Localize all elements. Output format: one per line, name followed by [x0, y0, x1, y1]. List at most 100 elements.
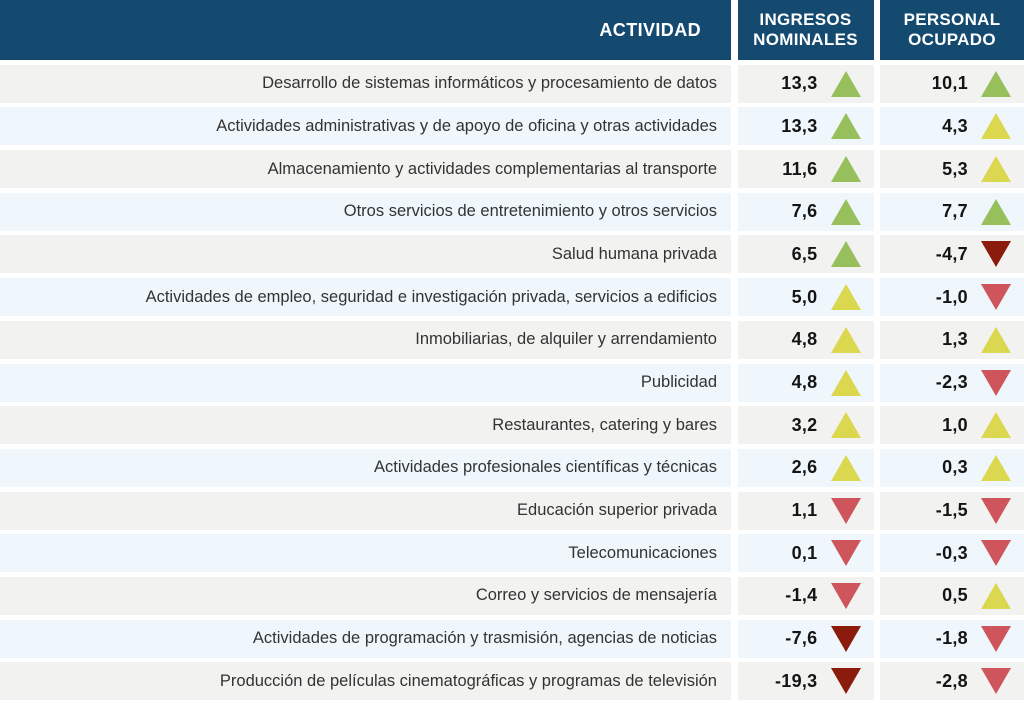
personal-value: 0,3 — [942, 457, 968, 478]
activity-label: Actividades de empleo, seguridad e inves… — [0, 278, 731, 317]
trend-up-icon — [981, 113, 1011, 140]
trend-down-icon — [830, 625, 861, 652]
ingresos-cell: 0,1 — [737, 534, 874, 573]
trend-up-icon — [830, 198, 861, 225]
ingresos-value: -1,4 — [785, 585, 818, 606]
activity-label: Inmobiliarias, de alquiler y arrendamien… — [0, 320, 731, 359]
activity-label: Actividades de programación y trasmisión… — [0, 619, 731, 658]
personal-cell: -2,3 — [880, 363, 1024, 402]
trend-up-icon — [981, 326, 1011, 353]
personal-cell: -4,7 — [880, 235, 1024, 274]
ingresos-value: 0,1 — [791, 542, 818, 563]
trend-up-icon — [830, 156, 861, 183]
personal-value: 0,5 — [942, 585, 968, 606]
personal-value: -2,8 — [935, 670, 968, 691]
trend-down-icon — [981, 540, 1011, 567]
trend-down-icon — [981, 369, 1011, 396]
ingresos-value: 6,5 — [791, 243, 818, 264]
ingresos-cell: 4,8 — [737, 320, 874, 359]
ingresos-value: 2,6 — [791, 457, 818, 478]
ingresos-value: 11,6 — [782, 158, 818, 179]
trend-down-icon — [830, 668, 861, 695]
trend-up-icon — [830, 113, 861, 140]
activity-label: Actividades administrativas y de apoyo d… — [0, 107, 731, 146]
personal-cell: -1,5 — [880, 491, 1024, 530]
ingresos-value: 4,8 — [791, 372, 818, 392]
personal-cell: 1,3 — [880, 320, 1024, 359]
activity-label: Otros servicios de entretenimiento y otr… — [0, 192, 731, 231]
personal-cell: 1,0 — [880, 406, 1024, 445]
activity-label: Correo y servicios de mensajería — [0, 576, 731, 615]
trend-up-icon — [830, 70, 861, 97]
trend-up-icon — [830, 369, 861, 396]
personal-value: -4,7 — [935, 243, 968, 264]
ingresos-cell: 3,2 — [737, 406, 874, 445]
ingresos-cell: -7,6 — [737, 619, 874, 658]
ingresos-value: -19,3 — [774, 670, 818, 691]
trend-down-icon — [830, 582, 861, 609]
personal-value: 1,3 — [942, 329, 968, 350]
personal-cell: 10,1 — [880, 64, 1024, 103]
trend-up-icon — [830, 326, 861, 353]
ingresos-cell: 11,6 — [737, 150, 874, 189]
ingresos-value: 1,1 — [791, 500, 818, 521]
activity-label: Desarrollo de sistemas informáticos y pr… — [0, 64, 731, 103]
trend-up-icon — [981, 412, 1011, 439]
ingresos-value: 3,2 — [791, 414, 818, 435]
personal-value: 5,3 — [942, 158, 968, 179]
trend-down-icon — [830, 497, 861, 524]
trend-down-icon — [981, 241, 1011, 268]
trend-up-icon — [981, 198, 1011, 225]
ingresos-cell: 7,6 — [737, 192, 874, 231]
ingresos-cell: 13,3 — [737, 64, 874, 103]
personal-value: 4,3 — [942, 115, 968, 136]
trend-down-icon — [981, 625, 1011, 652]
personal-value: -0,3 — [935, 542, 968, 563]
ingresos-cell: 1,1 — [737, 491, 874, 530]
ingresos-value: 13,3 — [781, 73, 818, 94]
personal-value: -2,3 — [935, 372, 968, 392]
trend-up-icon — [981, 582, 1011, 609]
activity-label: Almacenamiento y actividades complementa… — [0, 150, 731, 189]
personal-value: -1,5 — [935, 500, 968, 521]
trend-up-icon — [981, 454, 1011, 481]
ingresos-value: 13,3 — [781, 115, 818, 136]
header-activity: ACTIVIDAD — [0, 0, 731, 60]
personal-value: 1,0 — [942, 414, 968, 435]
trend-up-icon — [830, 454, 861, 481]
ingresos-cell: 5,0 — [737, 278, 874, 317]
personal-cell: -2,8 — [880, 662, 1024, 701]
personal-cell: 5,3 — [880, 150, 1024, 189]
ingresos-cell: -1,4 — [737, 576, 874, 615]
ingresos-cell: 6,5 — [737, 235, 874, 274]
trend-down-icon — [830, 540, 861, 567]
activity-label: Educación superior privada — [0, 491, 731, 530]
header-ingresos-nominales: INGRESOS NOMINALES — [737, 0, 874, 60]
activity-label: Actividades profesionales científicas y … — [0, 448, 731, 487]
personal-value: -1,0 — [935, 286, 968, 307]
personal-cell: -0,3 — [880, 534, 1024, 573]
ingresos-cell: 2,6 — [737, 448, 874, 487]
ingresos-value: 7,6 — [791, 201, 818, 222]
activity-label: Salud humana privada — [0, 235, 731, 274]
trend-up-icon — [830, 284, 861, 311]
personal-cell: -1,0 — [880, 278, 1024, 317]
ingresos-cell: 4,8 — [737, 363, 874, 402]
personal-cell: -1,8 — [880, 619, 1024, 658]
ingresos-value: 4,8 — [791, 329, 818, 350]
personal-cell: 0,5 — [880, 576, 1024, 615]
trend-down-icon — [981, 284, 1011, 311]
activity-label: Producción de películas cinematográficas… — [0, 662, 731, 701]
trend-down-icon — [981, 668, 1011, 695]
personal-cell: 0,3 — [880, 448, 1024, 487]
personal-value: -1,8 — [935, 628, 968, 649]
personal-value: 10,1 — [931, 73, 968, 94]
trend-down-icon — [981, 497, 1011, 524]
header-personal-ocupado: PERSONAL OCUPADO — [880, 0, 1024, 60]
trend-up-icon — [981, 156, 1011, 183]
ingresos-value: -7,6 — [785, 628, 818, 649]
personal-cell: 4,3 — [880, 107, 1024, 146]
ingresos-cell: -19,3 — [737, 662, 874, 701]
trend-up-icon — [830, 241, 861, 268]
